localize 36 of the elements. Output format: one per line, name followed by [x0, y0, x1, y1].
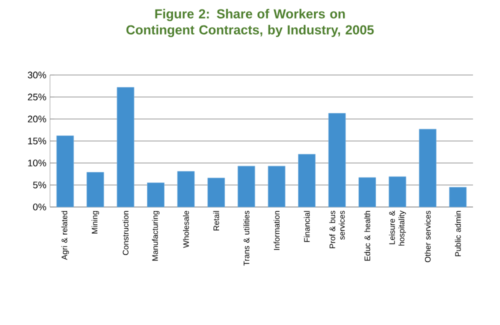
bar: [147, 182, 164, 208]
bar: [86, 172, 104, 208]
y-tick-label: 5%: [33, 182, 46, 188]
x-tick-label: Leisure & hospitality: [388, 210, 406, 246]
x-tick-label: Construction: [122, 211, 128, 256]
x-tick-label: Manufacturing: [152, 211, 160, 261]
bar: [116, 87, 134, 208]
y-tick-label: 25%: [28, 94, 46, 100]
chart-title: Figure 2: Share of Workers on Contingent Contracts, by Industry, 2005: [126, 8, 374, 38]
bar: [238, 166, 256, 208]
bar: [177, 171, 195, 208]
bar: [328, 113, 346, 208]
x-tick-label: Public admin: [454, 211, 461, 256]
bar: [56, 136, 74, 208]
bar: [207, 178, 225, 208]
x-tick-label: Financial: [304, 211, 310, 242]
bar: [298, 154, 316, 208]
x-tick-label: Prof & bus services: [329, 210, 345, 248]
x-tick-label: Mining: [92, 211, 100, 234]
bar: [268, 166, 286, 208]
x-tick-label: Educ & health: [364, 211, 370, 261]
x-tick-label: Other services: [424, 210, 431, 262]
y-tick-label: 15%: [28, 138, 46, 144]
x-tick-label: Trans & utilities: [243, 210, 250, 266]
bar: [388, 176, 406, 208]
y-tick-label: 0%: [33, 204, 46, 210]
x-tick-label: Agri & related: [61, 211, 69, 260]
bar: [418, 128, 436, 208]
y-tick-label: 30%: [28, 72, 46, 78]
x-tick-label: Information: [274, 211, 280, 250]
y-tick-label: 10%: [28, 160, 46, 166]
y-tick-label: 20%: [28, 116, 46, 122]
x-tick-label: Wholesale: [183, 210, 189, 248]
bar: [358, 177, 376, 208]
x-tick-label: Retail: [213, 211, 220, 230]
bar: [449, 187, 467, 208]
